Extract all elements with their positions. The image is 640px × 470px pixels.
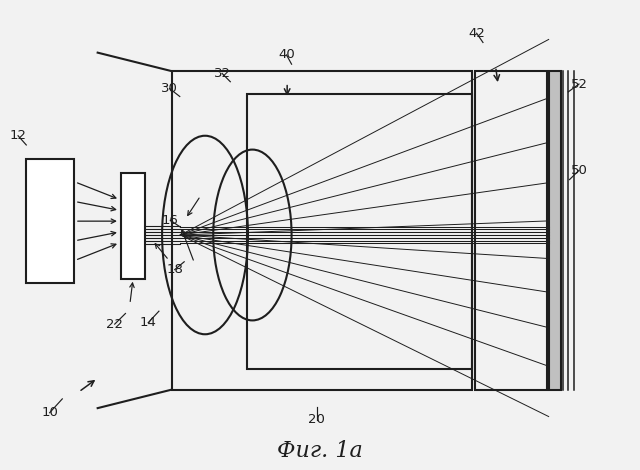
Text: 30: 30 bbox=[161, 82, 178, 95]
Bar bbox=[121, 172, 145, 279]
Text: 12: 12 bbox=[10, 129, 27, 142]
Bar bbox=[172, 71, 472, 390]
Text: 32: 32 bbox=[214, 67, 230, 80]
Bar bbox=[475, 71, 547, 390]
Bar bbox=[26, 159, 74, 283]
Bar bbox=[548, 71, 561, 390]
Text: 10: 10 bbox=[41, 406, 58, 419]
Text: 18: 18 bbox=[166, 263, 183, 276]
Text: 52: 52 bbox=[570, 78, 588, 91]
Text: 42: 42 bbox=[468, 27, 485, 40]
Text: Фиг. 1а: Фиг. 1а bbox=[277, 440, 363, 462]
Text: 40: 40 bbox=[278, 48, 295, 62]
Text: 16: 16 bbox=[162, 214, 179, 227]
Text: 14: 14 bbox=[140, 316, 157, 329]
Text: 22: 22 bbox=[106, 318, 124, 330]
Text: 20: 20 bbox=[308, 413, 325, 426]
Bar bbox=[247, 94, 472, 369]
Text: 50: 50 bbox=[570, 164, 588, 177]
